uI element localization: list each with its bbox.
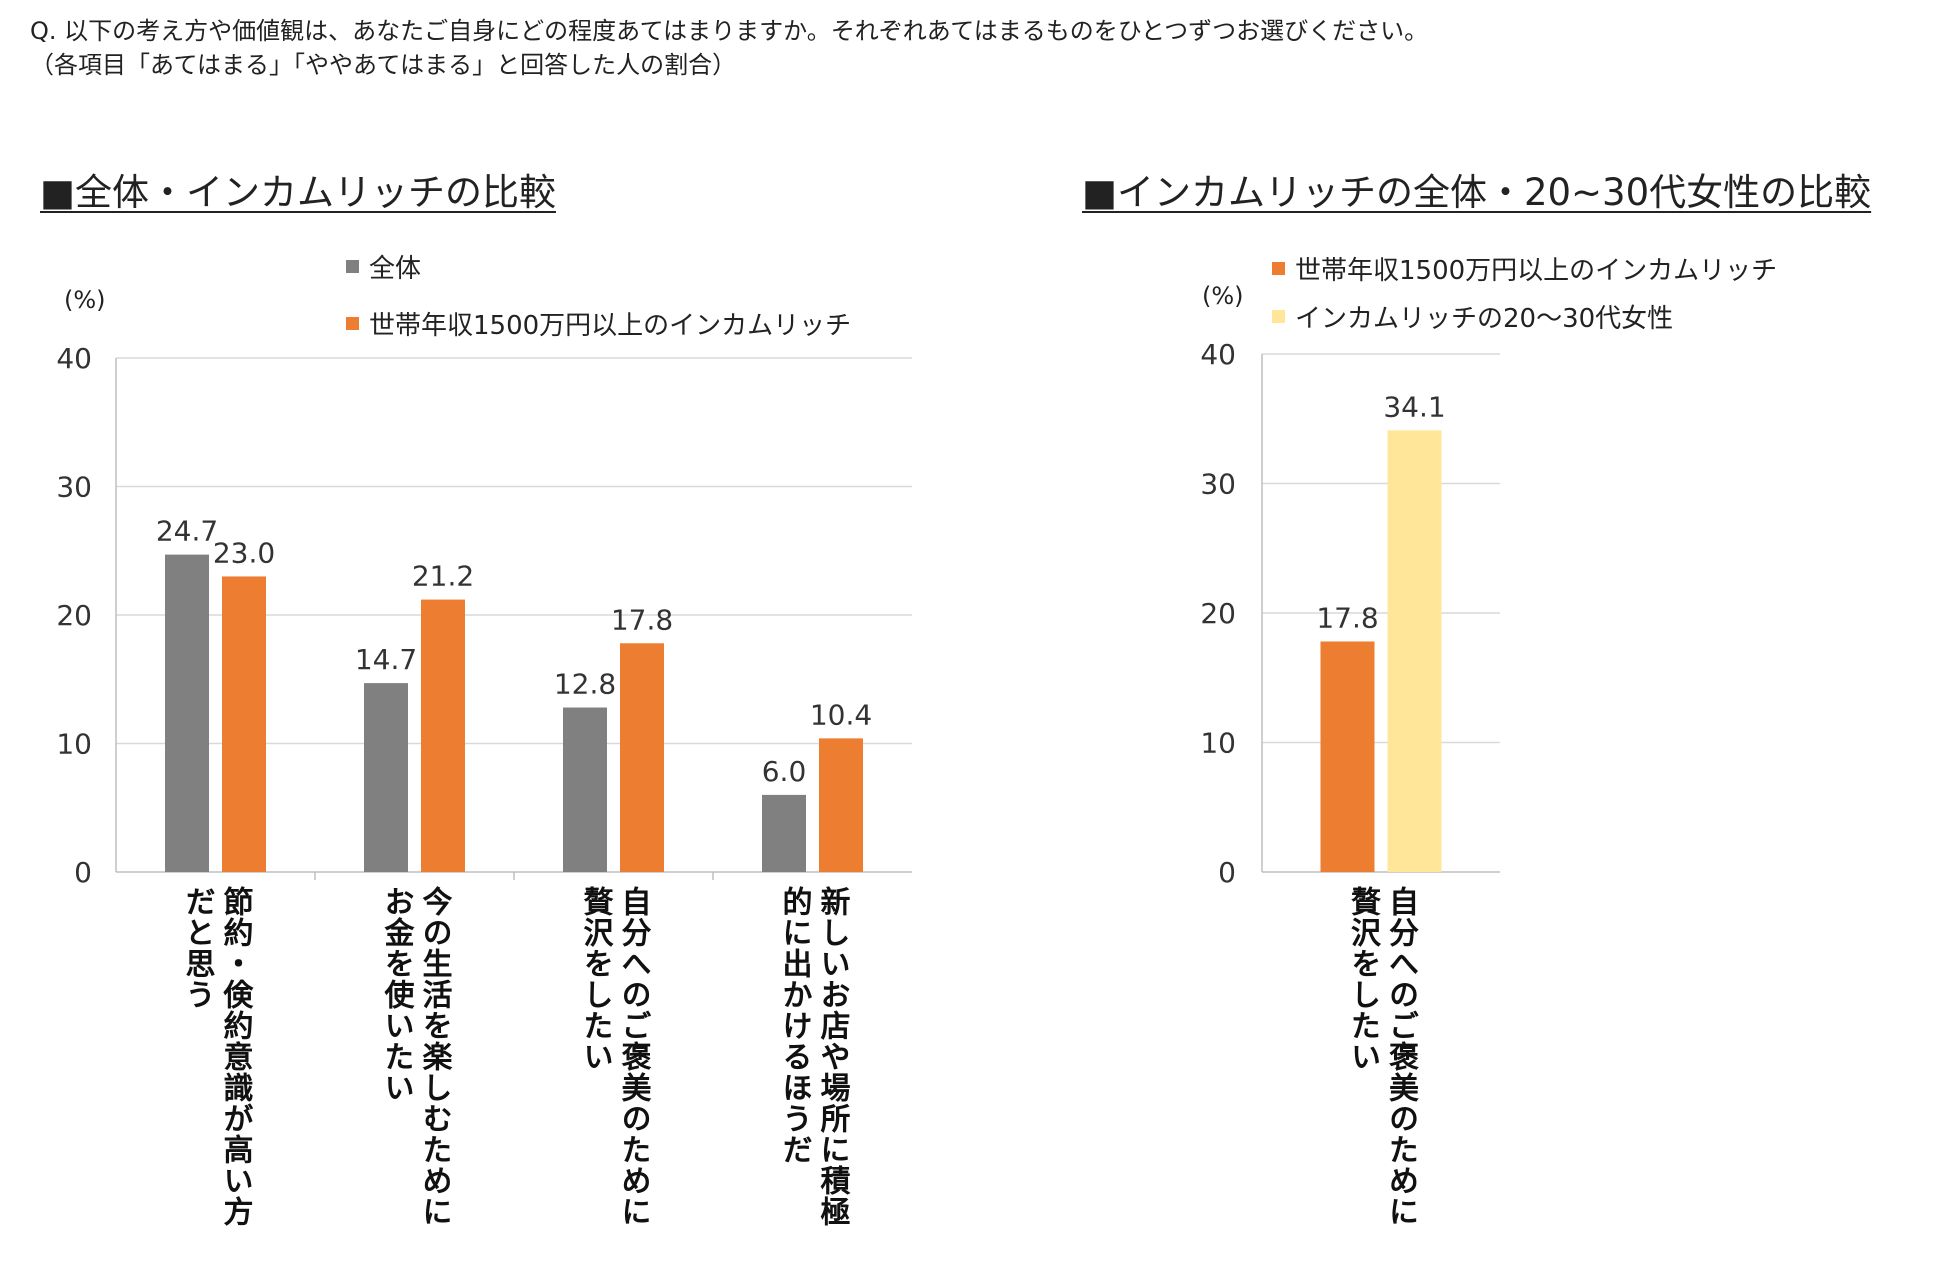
chart1-legend-swatch-2 xyxy=(346,317,359,330)
chart2-title: ■インカムリッチの全体・20~30代女性の比較 xyxy=(1082,171,1872,214)
chart2-category-label: 自分へのご褒美のために 贅沢をしたい xyxy=(1343,886,1419,1266)
chart1-bar xyxy=(421,599,465,872)
chart2-legend-label-2: インカムリッチの20〜30代女性 xyxy=(1295,304,1674,334)
chart1-bar xyxy=(620,643,664,872)
chart1-legend-item-1: 全体 xyxy=(346,248,421,285)
chart1-legend-label-1: 全体 xyxy=(369,254,422,284)
chart2-legend-swatch-1 xyxy=(1272,262,1285,275)
chart2-bar xyxy=(1387,430,1442,872)
chart1-category-label: 今の生活を楽しむために お金を使いたい xyxy=(377,886,453,1266)
chart1-bar xyxy=(165,554,209,872)
chart1-data-label: 14.7 xyxy=(355,643,417,676)
chart1-legend-swatch-1 xyxy=(346,260,359,273)
chart1-bar xyxy=(819,738,863,872)
chart1-title: ■全体・インカムリッチの比較 xyxy=(40,171,556,214)
chart2-ytick-label: 0 xyxy=(1218,856,1236,889)
chart1-legend-label-2: 世帯年収1500万円以上のインカムリッチ xyxy=(369,311,852,341)
chart1-bar xyxy=(762,794,806,872)
chart1-data-label: 10.4 xyxy=(810,698,872,731)
chart1-category-label-line: 贅沢をしたい xyxy=(577,886,613,1072)
chart2-plot: 0 10 20 30 40 17.8 34.1 xyxy=(1200,338,1500,889)
question-block: Q. 以下の考え方や価値観は、あなたご自身にどの程度あてはまりますか。それぞれあ… xyxy=(30,14,1428,82)
chart1-category-label-line: 自分へのご褒美のために xyxy=(615,886,651,1227)
chart1-category-label: 新しいお店や場所に積極 的に出かけるほうだ xyxy=(775,886,851,1266)
chart1-ytick-label: 30 xyxy=(56,471,92,504)
chart2-ytick-label: 40 xyxy=(1200,338,1236,371)
chart1-ytick-label: 20 xyxy=(56,599,92,632)
chart1-unit: (%) xyxy=(64,286,106,314)
chart1-category-label-line: 節約・倹約意識が高い方 xyxy=(217,886,253,1227)
chart2-bar xyxy=(1320,641,1375,872)
chart1-ytick-label: 0 xyxy=(74,856,92,889)
chart1-category-label: 節約・倹約意識が高い方 だと思う xyxy=(178,886,254,1266)
chart2-category-label-line: 贅沢をしたい xyxy=(1345,886,1380,1072)
chart1-data-label: 21.2 xyxy=(412,560,474,593)
chart1-category-label-line: 新しいお店や場所に積極 xyxy=(814,886,850,1227)
chart1-ytick-label: 40 xyxy=(56,342,92,375)
chart1-data-label: 17.8 xyxy=(611,603,673,636)
chart1-legend-item-2: 世帯年収1500万円以上のインカムリッチ xyxy=(346,305,851,342)
chart1-bar xyxy=(563,707,607,872)
chart2-ytick-label: 10 xyxy=(1200,727,1236,760)
chart2-ytick-label: 20 xyxy=(1200,597,1236,630)
chart1-category-label-line: 今の生活を楽しむために xyxy=(416,886,452,1227)
chart2-data-label: 34.1 xyxy=(1383,390,1445,423)
chart2-ytick-label: 30 xyxy=(1200,468,1236,501)
question-text: Q. 以下の考え方や価値観は、あなたご自身にどの程度あてはまりますか。それぞれあ… xyxy=(30,17,1429,45)
chart1-category-label-line: お金を使いたい xyxy=(378,886,414,1103)
chart1-category-label-line: 的に出かけるほうだ xyxy=(776,886,812,1165)
question-note: （各項目「あてはまる」「ややあてはまる」と回答した人の割合） xyxy=(30,51,737,79)
chart1-data-label: 12.8 xyxy=(554,668,616,701)
chart2-data-label: 17.8 xyxy=(1316,601,1378,634)
chart2-unit: (%) xyxy=(1202,282,1244,310)
chart1-data-label: 23.0 xyxy=(213,536,275,569)
chart1-ytick-label: 10 xyxy=(56,728,92,761)
chart2-legend-label-1: 世帯年収1500万円以上のインカムリッチ xyxy=(1295,256,1778,286)
chart1-bar xyxy=(364,683,408,872)
chart2-legend-swatch-2 xyxy=(1272,310,1285,323)
chart2-legend-item-2: インカムリッチの20〜30代女性 xyxy=(1272,298,1673,335)
chart2-legend-item-1: 世帯年収1500万円以上のインカムリッチ xyxy=(1272,250,1777,287)
chart1-data-label: 6.0 xyxy=(762,755,807,788)
chart1-category-label-line: だと思う xyxy=(179,886,215,1010)
chart2-category-label-line: 自分へのご褒美のために xyxy=(1383,886,1418,1227)
chart1-data-label: 24.7 xyxy=(156,515,218,548)
chart1-plot: 0 10 20 30 40 24.723.0 14.7 21.2 12.8 17.8 6.010.4 xyxy=(56,342,912,889)
chart1-bar xyxy=(222,576,266,872)
chart1-category-label: 自分へのご褒美のために 贅沢をしたい xyxy=(576,886,652,1266)
